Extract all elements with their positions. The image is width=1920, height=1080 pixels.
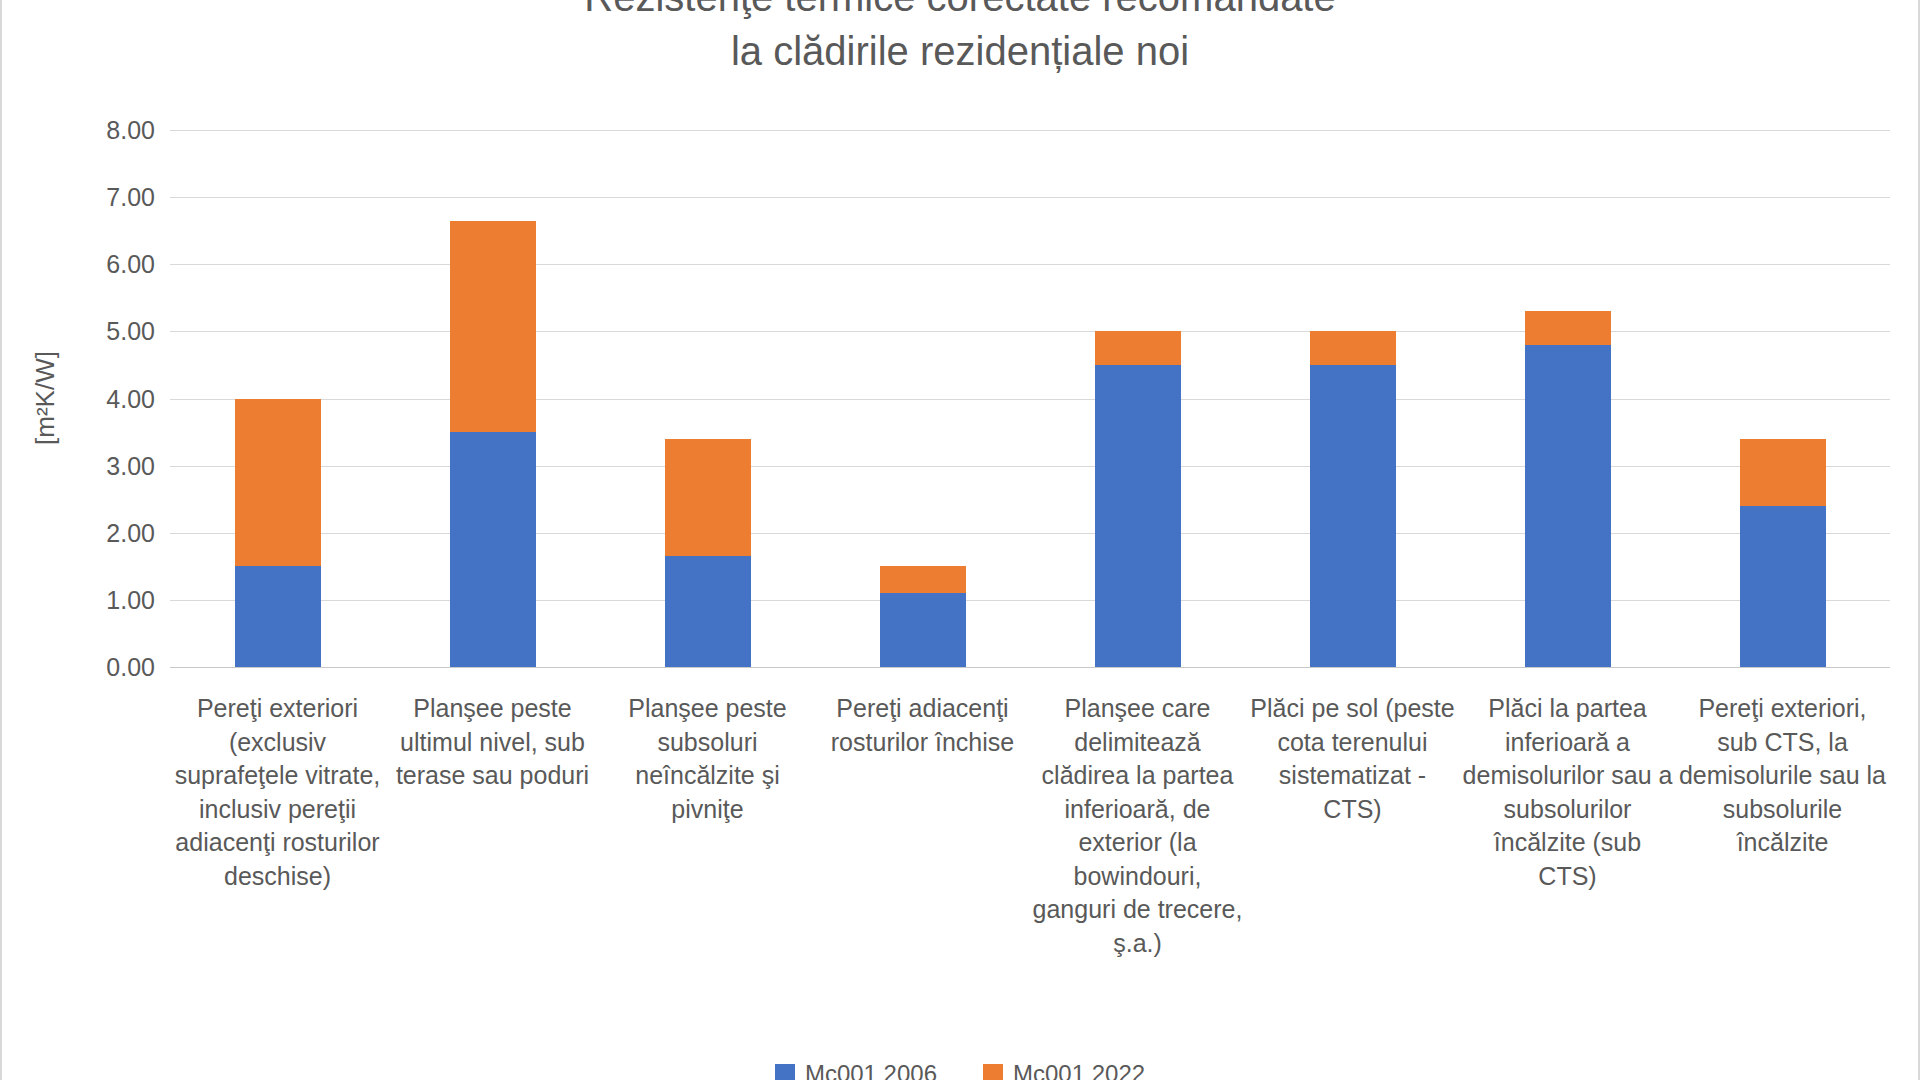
x-category-label: Pereţi exteriori, sub CTS, la demisoluri… (1677, 692, 1889, 860)
legend-label: Mc001 2022 (1013, 1060, 1145, 1080)
bar-segment-series1-cat4[interactable] (880, 593, 966, 667)
gridline (170, 197, 1890, 198)
x-axis-line (170, 667, 1890, 668)
y-tick-label: 5.00 (75, 315, 155, 347)
y-tick-label: 3.00 (75, 450, 155, 482)
bar-segment-series1-cat2[interactable] (450, 432, 536, 667)
bar-segment-series2-cat8[interactable] (1740, 439, 1826, 506)
gridline (170, 130, 1890, 131)
bar-segment-series2-cat7[interactable] (1525, 311, 1611, 345)
bar-segment-series2-cat5[interactable] (1095, 331, 1181, 365)
chart-title-line1: Rezistenţe termice corectate recomandate (0, 0, 1920, 24)
legend-item-series2[interactable]: Mc001 2022 (983, 1060, 1145, 1080)
legend-label: Mc001 2006 (805, 1060, 937, 1080)
chart-legend: Mc001 2006 Mc001 2022 (0, 1060, 1920, 1080)
x-category-label: Planşee peste subsoluri neîncălzite şi p… (602, 692, 814, 826)
x-category-label: Plăci la partea inferioară a demisoluril… (1462, 692, 1674, 893)
x-category-label: Pereţi adiacenţi rosturilor închise (817, 692, 1029, 759)
bar-segment-series1-cat6[interactable] (1310, 365, 1396, 667)
gridline (170, 264, 1890, 265)
gridline (170, 466, 1890, 467)
y-tick-label: 8.00 (75, 114, 155, 146)
y-tick-label: 4.00 (75, 383, 155, 415)
bar-segment-series2-cat6[interactable] (1310, 331, 1396, 365)
bar-segment-series1-cat3[interactable] (665, 556, 751, 667)
x-category-label: Plăci pe sol (peste cota terenului siste… (1247, 692, 1459, 826)
gridline (170, 331, 1890, 332)
y-tick-label: 6.00 (75, 248, 155, 280)
gridline (170, 600, 1890, 601)
legend-swatch-icon (775, 1064, 795, 1080)
bar-segment-series1-cat8[interactable] (1740, 506, 1826, 667)
bar-segment-series2-cat3[interactable] (665, 439, 751, 556)
bar-segment-series1-cat5[interactable] (1095, 365, 1181, 667)
x-category-label: Pereţi exteriori (exclusiv suprafeţele v… (172, 692, 384, 893)
legend-swatch-icon (983, 1064, 1003, 1080)
y-tick-label: 2.00 (75, 517, 155, 549)
chart-title-line2: la clădirile rezidențiale noi (0, 24, 1920, 78)
bar-segment-series2-cat1[interactable] (235, 399, 321, 567)
x-category-label: Planşee care delimitează clădirea la par… (1032, 692, 1244, 960)
chart-title: Rezistenţe termice corectate recomandate… (0, 0, 1920, 78)
gridline (170, 533, 1890, 534)
bar-segment-series1-cat1[interactable] (235, 566, 321, 667)
x-category-label: Planşee peste ultimul nivel, sub terase … (387, 692, 599, 793)
legend-item-series1[interactable]: Mc001 2006 (775, 1060, 937, 1080)
y-tick-label: 1.00 (75, 584, 155, 616)
y-tick-label: 0.00 (75, 651, 155, 683)
gridline (170, 399, 1890, 400)
y-tick-label: 7.00 (75, 181, 155, 213)
bar-segment-series1-cat7[interactable] (1525, 345, 1611, 667)
bar-segment-series2-cat4[interactable] (880, 566, 966, 593)
bar-segment-series2-cat2[interactable] (450, 221, 536, 432)
